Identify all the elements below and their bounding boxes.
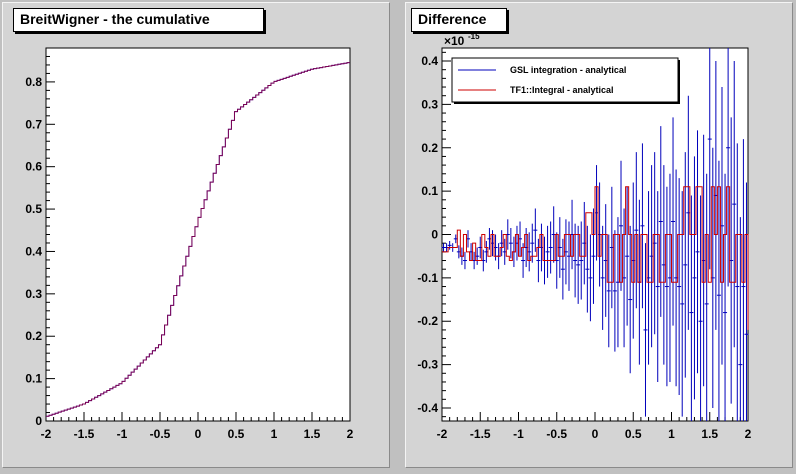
right-y-tick-label: -0.3 xyxy=(417,358,438,372)
left-x-tick-label: -1.5 xyxy=(74,427,95,441)
right-x-tick-label: 0 xyxy=(592,427,599,441)
right-x-tick-label: -2 xyxy=(437,427,448,441)
left-y-tick-label: 0.1 xyxy=(25,372,42,386)
left-y-tick-label: 0.6 xyxy=(25,160,42,174)
right-y-tick-label: -0.2 xyxy=(417,314,438,328)
right-y-tick-label: 0.4 xyxy=(421,54,438,68)
right-y-tick-label: 0.2 xyxy=(421,141,438,155)
cumulative-chart: -2 -1.5 -1 -0.5 0 0.5 1 1.5 2 0 0.1 0.2 0.3 0.4 0.5 0.6… xyxy=(25,47,354,441)
left-y-tick-label: 0.8 xyxy=(25,75,42,89)
chart-title-left: BreitWigner - the cumulative xyxy=(13,8,264,32)
right-x-tick-label: 0.5 xyxy=(625,427,642,441)
right-x-tick-label: 1 xyxy=(668,427,675,441)
right-x-tick-label: 2 xyxy=(745,427,752,441)
left-y-tick-label: 0.7 xyxy=(25,117,42,131)
left-x-tick-label: -1 xyxy=(117,427,128,441)
left-plot-frame xyxy=(45,47,351,422)
left-x-tick-label: -0.5 xyxy=(150,427,171,441)
left-series-line xyxy=(46,62,350,417)
right-y-tick-label: -0.4 xyxy=(417,401,438,415)
difference-chart: -2 -1.5 -1 -0.5 0 0.5 1 1.5 2 -0.4 -0.3 -0.2 -0.1 0 0.… xyxy=(417,32,752,441)
right-y-tick-label: 0.1 xyxy=(421,184,438,198)
legend-entry-label: GSL integration - analytical xyxy=(510,65,626,75)
legend-entry-label: TF1::Integral - analytical xyxy=(510,85,614,95)
pad-difference: -2 -1.5 -1 -0.5 0 0.5 1 1.5 2 -0.4 -0.3 -0.2 -0.1 0 0.… xyxy=(405,2,793,468)
left-x-tick-label: 2 xyxy=(347,427,354,441)
left-x-tick-label: -2 xyxy=(41,427,52,441)
right-y-tick-label: 0 xyxy=(431,228,438,242)
right-x-tick-label: 1.5 xyxy=(701,427,718,441)
left-y-tick-label: 0 xyxy=(35,414,42,428)
left-x-tick-label: 0.5 xyxy=(228,427,245,441)
left-y-tick-label: 0.3 xyxy=(25,287,42,301)
left-x-tick-label: 0 xyxy=(195,427,202,441)
right-y-tick-label: -0.1 xyxy=(417,271,438,285)
right-y-exponent-power: -15 xyxy=(468,32,480,41)
right-x-tick-label: -1 xyxy=(513,427,524,441)
legend-box xyxy=(451,57,679,103)
pad-breitwigner-cumulative: -2 -1.5 -1 -0.5 0 0.5 1 1.5 2 0 0.1 0.2 0.3 0.4 0.5 0.6… xyxy=(2,2,390,468)
left-x-tick-label: 1.5 xyxy=(304,427,321,441)
right-y-exponent-label: ×10 xyxy=(444,34,465,48)
left-x-tick-label: 1 xyxy=(271,427,278,441)
left-y-tick-label: 0.5 xyxy=(25,202,42,216)
left-y-tick-label: 0.4 xyxy=(25,244,42,258)
right-red-series-line xyxy=(442,186,749,330)
right-x-tick-label: -1.5 xyxy=(470,427,491,441)
left-y-tick-label: 0.2 xyxy=(25,329,42,343)
chart-title-right: Difference xyxy=(411,8,507,32)
right-x-tick-label: -0.5 xyxy=(546,427,567,441)
right-y-tick-label: 0.3 xyxy=(421,97,438,111)
